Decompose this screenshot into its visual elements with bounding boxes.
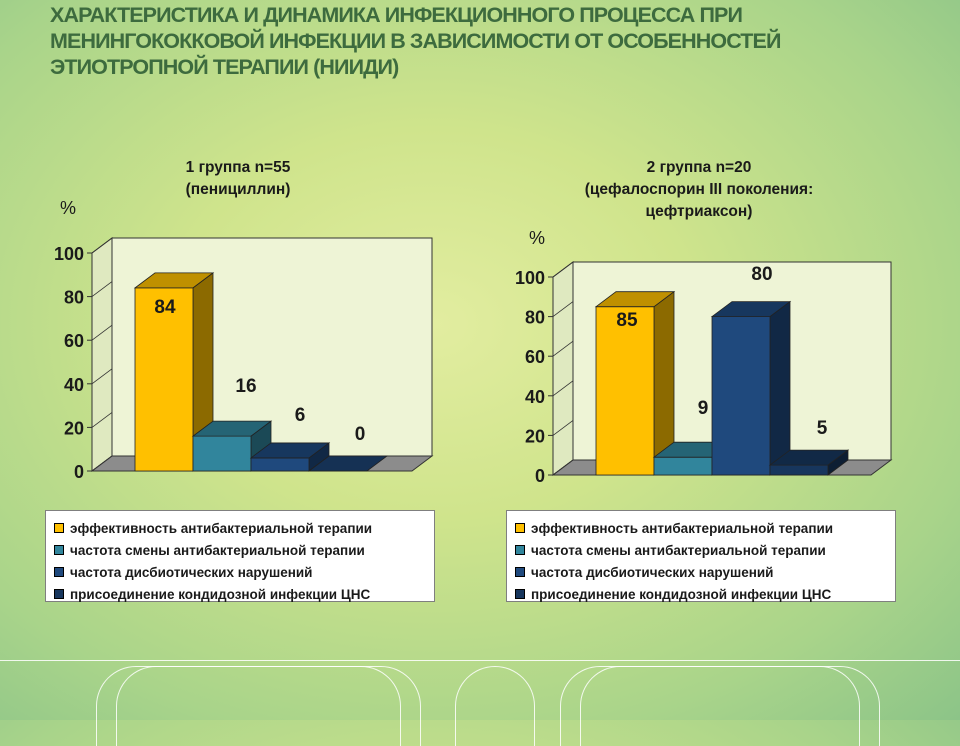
legend-swatch-darknavy: [515, 589, 525, 599]
y-tick-label: 80: [525, 308, 545, 328]
chart-side-wall: [552, 261, 574, 476]
y-tick-depth: [91, 368, 113, 385]
y-tick-label: 40: [64, 375, 84, 395]
legend-label: эффективность антибактериальной терапии: [531, 520, 834, 536]
y-tick-depth: [91, 455, 113, 472]
y-tick-label: 60: [64, 331, 84, 351]
legend-group-1: эффективность антибактериальной терапии …: [45, 510, 435, 602]
legend-swatch-teal: [515, 545, 525, 555]
y-tick-label: 100: [515, 268, 545, 288]
chart-title-line: цефтриаксон): [646, 203, 753, 220]
data-label: 80: [751, 264, 772, 285]
charts-canvas: 1 группа n=55(пенициллин)%02040608010084…: [54, 159, 893, 486]
legend-item: частота смены антибактериальной терапии: [515, 539, 887, 561]
y-tick-depth: [552, 340, 574, 357]
chart-title-line: (цефалоспорин III поколения:: [585, 181, 814, 198]
y-tick-label: 20: [525, 426, 545, 446]
y-tick-depth: [552, 459, 574, 476]
chart-title-line: (пенициллин): [186, 181, 291, 198]
footer-arch: [580, 666, 860, 746]
footer-arch: [455, 666, 535, 746]
legend-item: частота смены антибактериальной терапии: [54, 539, 426, 561]
y-tick-depth: [552, 380, 574, 397]
bar-top-candida: [307, 455, 389, 472]
data-label: 6: [295, 405, 306, 426]
bar-candida: [769, 464, 829, 476]
data-label: 5: [817, 418, 828, 439]
chart-side-wall: [91, 237, 113, 472]
y-tick-label: 0: [535, 466, 545, 486]
y-tick-depth: [91, 324, 113, 341]
legend-item: эффективность антибактериальной терапии: [515, 517, 887, 539]
data-label: 16: [235, 376, 256, 397]
y-tick-depth: [552, 261, 574, 278]
legend-swatch-teal: [54, 545, 64, 555]
bar-dysbiosis: [250, 457, 310, 472]
y-tick-label: 80: [64, 288, 84, 308]
legend-swatch-darknavy: [54, 589, 64, 599]
y-tick-depth: [91, 237, 113, 254]
y-tick-label: 40: [525, 387, 545, 407]
bar-top-effectiveness: [133, 272, 215, 289]
legend-label: частота смены антибактериальной терапии: [531, 542, 826, 558]
slide-title: Характеристика и динамика инфекционного …: [50, 3, 781, 79]
data-label: 85: [616, 310, 638, 331]
y-tick-depth: [91, 412, 113, 428]
legend-group-2: эффективность антибактериальной терапии …: [506, 510, 896, 602]
legend-item: эффективность антибактериальной терапии: [54, 517, 426, 539]
chart-title-line: 2 группа n=20: [647, 159, 752, 176]
y-axis-unit-label: %: [529, 228, 545, 248]
y-tick-depth: [552, 301, 574, 317]
legend-label: присоединение кондидозной инфекции ЦНС: [531, 586, 832, 602]
footer-decoration: [0, 660, 960, 721]
legend-label: эффективность антибактериальной терапии: [70, 520, 373, 536]
legend-swatch-yellow: [54, 523, 64, 533]
y-axis-unit-label: %: [60, 198, 76, 218]
bar-top-effectiveness: [594, 291, 676, 308]
bar-effectiveness: [595, 306, 655, 476]
bar-top-therapy-change: [191, 420, 273, 437]
legend-item: присоединение кондидозной инфекции ЦНС: [54, 583, 426, 605]
chart-title-line: 1 группа n=55: [186, 159, 291, 176]
bar-therapy-change: [192, 435, 252, 472]
legend-label: частота дисбиотических нарушений: [531, 564, 774, 580]
bar-top-dysbiosis: [710, 301, 792, 318]
bar-therapy-change: [653, 456, 713, 476]
y-tick-label: 20: [64, 418, 84, 438]
legend-item: частота дисбиотических нарушений: [515, 561, 887, 583]
legend-swatch-navy: [515, 567, 525, 577]
bar-top-dysbiosis: [249, 442, 331, 459]
data-label: 9: [698, 398, 709, 419]
legend-item: присоединение кондидозной инфекции ЦНС: [515, 583, 887, 605]
y-tick-label: 0: [74, 462, 84, 482]
footer-arch: [116, 666, 401, 746]
y-tick-label: 60: [525, 347, 545, 367]
legend-swatch-navy: [54, 567, 64, 577]
legend-item: частота дисбиотических нарушений: [54, 561, 426, 583]
bar-dysbiosis: [711, 316, 771, 476]
legend-swatch-yellow: [515, 523, 525, 533]
y-tick-label: 100: [54, 244, 84, 264]
y-tick-depth: [552, 420, 574, 436]
data-label: 0: [355, 424, 366, 445]
data-label: 84: [154, 297, 176, 318]
bar-side-dysbiosis: [769, 300, 791, 476]
legend-label: частота дисбиотических нарушений: [70, 564, 313, 580]
y-tick-depth: [91, 281, 113, 297]
legend-label: частота смены антибактериальной терапии: [70, 542, 365, 558]
bar-top-candida: [768, 449, 850, 466]
legend-label: присоединение кондидозной инфекции ЦНС: [70, 586, 371, 602]
